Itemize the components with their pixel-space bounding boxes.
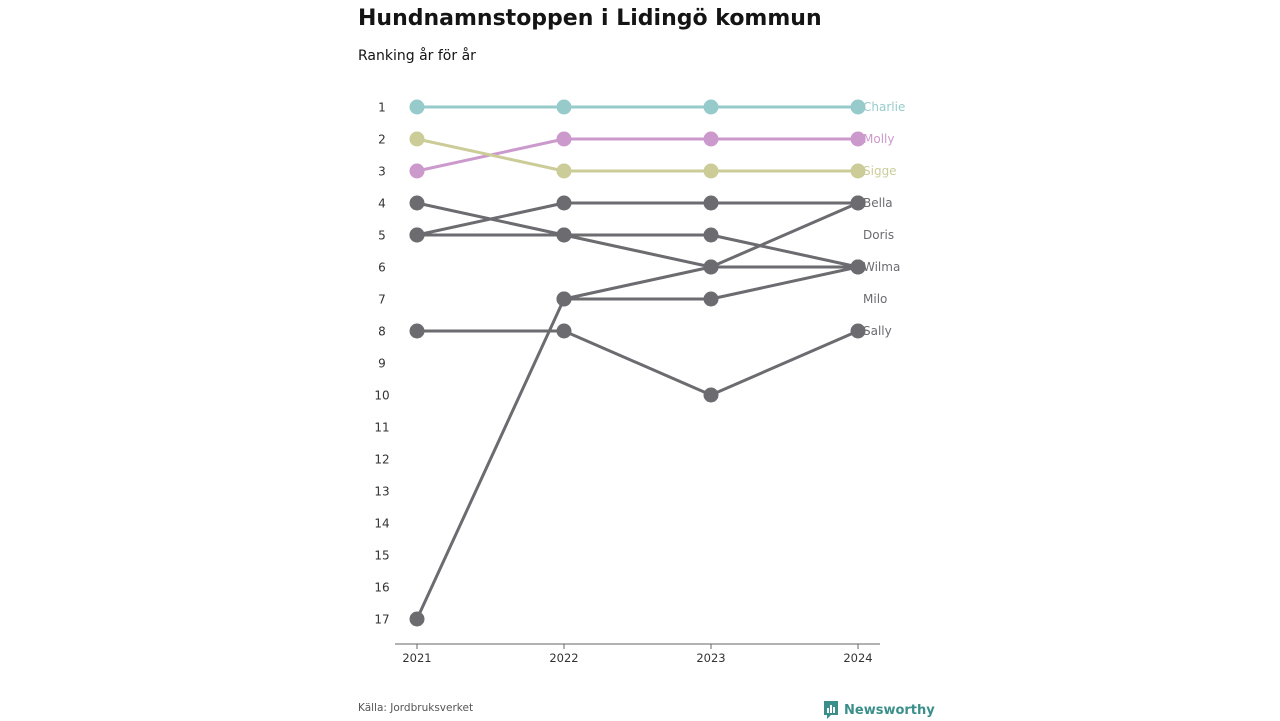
data-point: [703, 227, 719, 243]
y-tick-label: 1: [378, 101, 386, 115]
data-point: [703, 163, 719, 179]
data-point: [409, 163, 425, 179]
series-line: [415, 137, 860, 173]
y-tick-label: 6: [378, 261, 386, 275]
series-label: Doris: [863, 228, 894, 242]
data-point: [703, 291, 719, 307]
data-point: [556, 163, 572, 179]
y-tick-label: 5: [378, 229, 386, 243]
y-tick-label: 3: [378, 165, 386, 179]
data-point: [409, 611, 425, 627]
data-point: [556, 323, 572, 339]
y-tick-label: 4: [378, 197, 386, 211]
series-line: [415, 329, 860, 397]
series-label: Charlie: [863, 100, 905, 114]
y-tick-label: 14: [374, 517, 389, 531]
series-line: [415, 137, 860, 173]
data-point: [409, 323, 425, 339]
series-line: [562, 201, 860, 301]
data-point: [703, 131, 719, 147]
data-point: [850, 99, 866, 115]
series-line: [415, 265, 860, 621]
y-tick-label: 16: [374, 581, 389, 595]
y-tick-label: 7: [378, 293, 386, 307]
y-tick-label: 13: [374, 485, 389, 499]
y-tick-label: 17: [374, 613, 389, 627]
newsworthy-logo-icon: [824, 701, 838, 719]
series-label: Molly: [863, 132, 894, 146]
series-points: [409, 99, 866, 627]
chart-title: Hundnamnstoppen i Lidingö kommun: [358, 6, 822, 31]
series-label: Bella: [863, 196, 893, 210]
series-line: [415, 201, 860, 269]
x-tick-label: 2021: [402, 651, 431, 665]
data-point: [409, 195, 425, 211]
series-label: Sally: [863, 324, 892, 338]
data-point: [703, 387, 719, 403]
series-label: Sigge: [863, 164, 897, 178]
data-point: [703, 195, 719, 211]
data-point: [850, 163, 866, 179]
source-note: Källa: Jordbruksverket: [358, 702, 474, 714]
data-point: [850, 131, 866, 147]
y-tick-label: 8: [378, 325, 386, 339]
data-point: [409, 227, 425, 243]
data-point: [409, 131, 425, 147]
data-point: [556, 131, 572, 147]
data-point: [556, 195, 572, 211]
series-line: [415, 233, 860, 269]
y-tick-label: 2: [378, 133, 386, 147]
y-tick-label: 9: [378, 357, 386, 371]
y-tick-label: 12: [374, 453, 389, 467]
brand-logo[interactable]: Newsworthy: [823, 699, 935, 721]
brand-name: Newsworthy: [844, 702, 935, 718]
data-point: [556, 99, 572, 115]
data-point: [556, 227, 572, 243]
data-point: [703, 99, 719, 115]
data-point: [556, 291, 572, 307]
data-point: [409, 99, 425, 115]
x-tick-label: 2022: [549, 651, 578, 665]
series-labels: Charlie Molly Sigge Bella Doris Wilma Milo Sall…: [863, 100, 905, 338]
series-lines: [415, 105, 860, 621]
series-label: Wilma: [863, 260, 900, 274]
data-point: [703, 259, 719, 275]
chart-subtitle: Ranking år för år: [358, 48, 476, 64]
data-point: [850, 195, 866, 211]
x-axis: 2021 2022 2023 2024: [395, 643, 880, 665]
y-tick-label: 11: [374, 421, 389, 435]
data-point: [850, 259, 866, 275]
y-tick-label: 10: [374, 389, 389, 403]
data-point: [850, 323, 866, 339]
series-label: Milo: [863, 292, 887, 306]
x-tick-label: 2023: [696, 651, 725, 665]
x-tick-label: 2024: [843, 651, 872, 665]
y-tick-label: 15: [374, 549, 389, 563]
